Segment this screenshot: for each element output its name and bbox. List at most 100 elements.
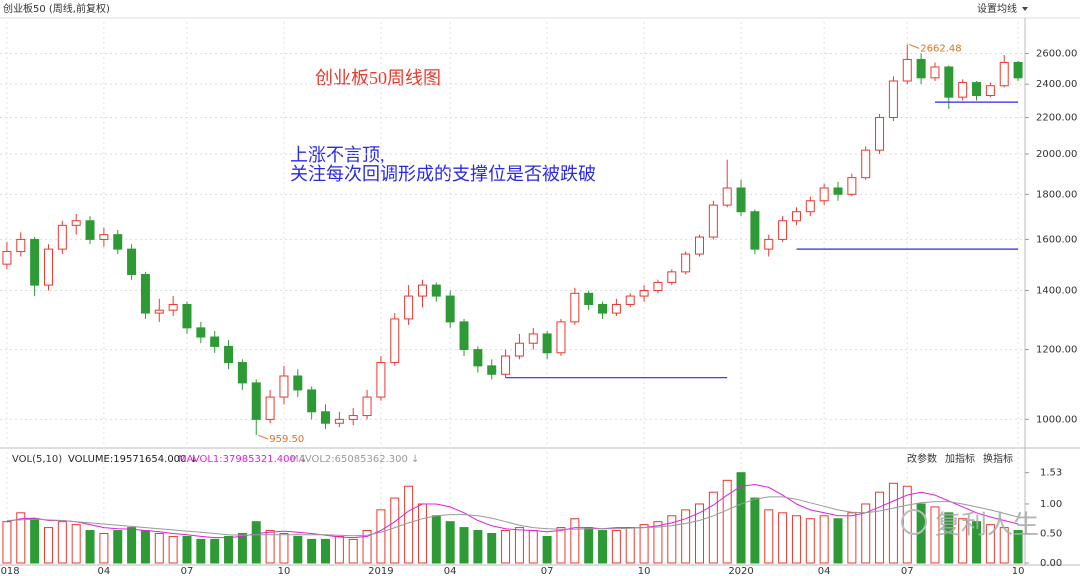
x-tick-label: 04 [98, 566, 111, 576]
ma-settings[interactable]: 设置均线 [977, 2, 1017, 15]
volume-bar [1013, 530, 1023, 564]
candle-body [334, 418, 344, 424]
volume-bar [625, 527, 635, 564]
volume-bar [542, 535, 552, 564]
volume-bar [736, 472, 746, 564]
volume-bar [265, 530, 275, 564]
header-title: 创业板50 (周线,前复权) [3, 2, 110, 15]
candle-body [653, 281, 663, 292]
candle-body [985, 85, 995, 96]
candle-body [85, 220, 95, 240]
volume-bar [348, 538, 358, 564]
x-tick-label: 07 [901, 566, 914, 576]
candle-body [30, 238, 40, 286]
indicator-button[interactable]: 加指标 [945, 452, 975, 465]
volume-bar [431, 515, 441, 564]
candle-body [902, 58, 912, 82]
label-arrow [258, 434, 269, 440]
x-tick-label: 04 [818, 566, 831, 576]
x-tick-label: 2020 [728, 566, 753, 576]
volume-bar [334, 535, 344, 564]
dropdown-icon[interactable] [1022, 7, 1028, 11]
volume-bar [279, 532, 289, 564]
candle-body [958, 82, 968, 98]
y-tick-label: 1400.00 [1036, 286, 1077, 297]
volume-bar [127, 527, 137, 564]
candle-body [791, 211, 801, 222]
candle-body [930, 66, 940, 79]
candle-body [999, 61, 1009, 87]
x-tick-label: 2019 [368, 566, 393, 576]
volume-bar [888, 482, 898, 564]
volume-bar [514, 527, 524, 564]
y-tick-label: 1000.00 [1036, 414, 1077, 425]
volume-bar [653, 521, 663, 564]
extreme-label: 959.50 [269, 434, 304, 445]
volume-bar [99, 532, 109, 564]
volume-bar [140, 530, 150, 564]
volume-bar [694, 503, 704, 564]
candle-body [681, 253, 691, 273]
volume-bar [750, 497, 760, 564]
volume-bar [321, 538, 331, 564]
volume-bar [237, 532, 247, 564]
candle-body [888, 80, 898, 118]
indicator-button[interactable]: 改参数 [907, 452, 937, 465]
candle-body [237, 362, 247, 384]
volume-bar [501, 530, 511, 564]
candle-body [584, 292, 594, 305]
annotation-title: 创业板50周线图 [315, 68, 441, 88]
candle-body [611, 303, 621, 314]
volume-bar [196, 538, 206, 564]
candle-body [556, 321, 566, 354]
volume-bar [958, 518, 968, 564]
indicator-button[interactable]: 换指标 [983, 452, 1013, 465]
y-tick-label: 2600.00 [1036, 49, 1077, 60]
volume-bar [722, 479, 732, 564]
candle-body [861, 149, 871, 179]
extreme-label: 2662.48 [920, 43, 961, 54]
volume-bar [487, 532, 497, 564]
y-tick-label: 1.53 [1040, 468, 1062, 479]
volume-bar [293, 535, 303, 564]
candle-body [944, 66, 954, 98]
volume-bar [681, 509, 691, 564]
x-tick-label: 04 [444, 566, 457, 576]
volume-bar [570, 518, 580, 564]
y-tick-label: 2200.00 [1036, 112, 1077, 123]
volume-bar [764, 509, 774, 564]
y-tick-label: 1200.00 [1036, 345, 1077, 356]
candle-body [251, 382, 261, 420]
candle-body [210, 336, 220, 347]
volume-bar [944, 512, 954, 564]
legend-entry: MAVOL1:37985321.400 ↓ [178, 454, 307, 465]
volume-bar [819, 515, 829, 564]
volume-bar [30, 518, 40, 564]
volume-bar [307, 538, 317, 564]
candle-body [1013, 61, 1023, 79]
candle-body [348, 415, 358, 420]
annotation: 上涨不言顶, [290, 145, 385, 165]
candle-body [99, 234, 109, 240]
candle-body [127, 248, 137, 275]
volume-bar [113, 530, 123, 564]
volume-bar [556, 527, 566, 564]
y-tick-label: 0.50 [1040, 528, 1062, 539]
label-arrow [909, 43, 920, 49]
volume-bar [875, 491, 885, 564]
volume-bar [528, 530, 538, 564]
volume-bar [459, 527, 469, 564]
candle-body [196, 327, 206, 338]
candle-body [431, 284, 441, 297]
volume-bar [168, 535, 178, 564]
watermark-icon [901, 509, 927, 535]
volume-bar [404, 485, 414, 564]
candle-body [805, 200, 815, 213]
x-tick-label: 10 [1012, 566, 1025, 576]
y-tick-label: 2400.00 [1036, 79, 1077, 90]
volume-bar [861, 503, 871, 564]
candle-body [487, 365, 497, 375]
volume-bar [833, 518, 843, 564]
volume-bar [473, 530, 483, 564]
